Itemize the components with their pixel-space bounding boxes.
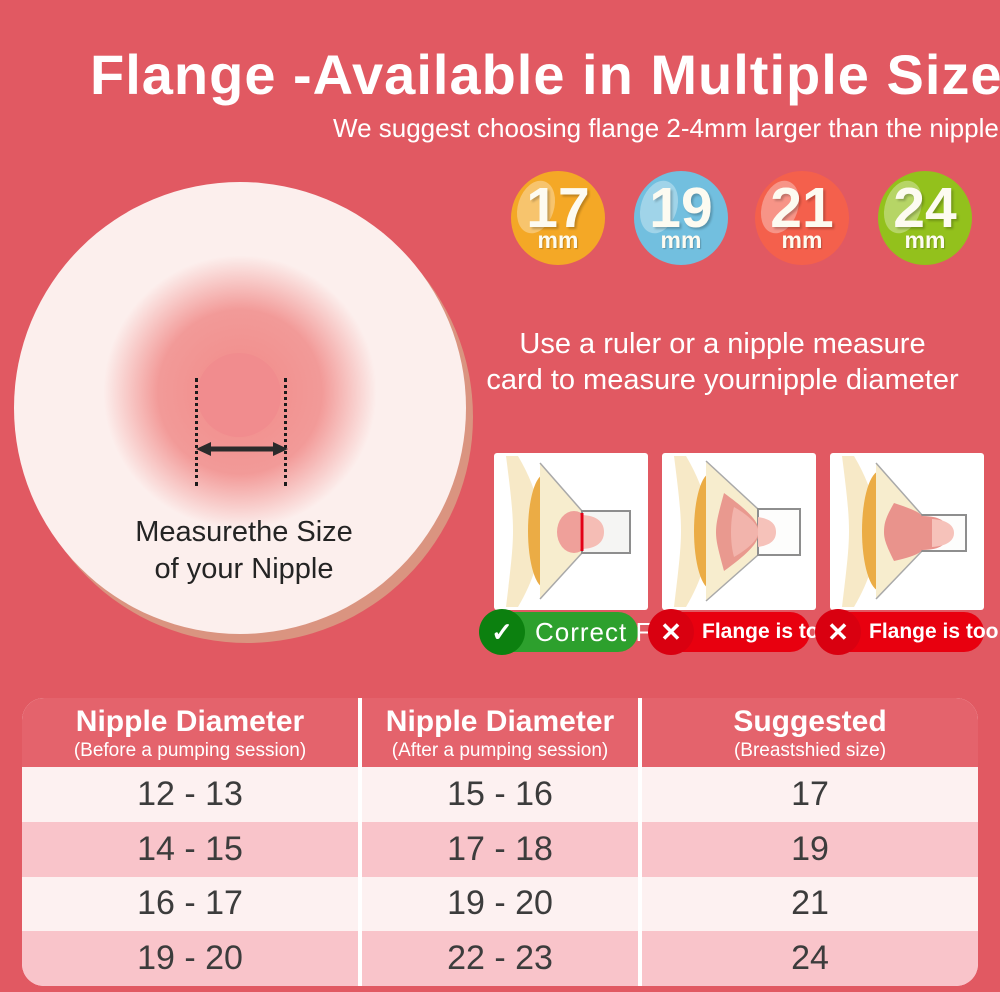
table-cell: 19 - 20 <box>362 876 642 932</box>
size-table-body: 12 - 13 15 - 16 17 14 - 15 17 - 18 19 16… <box>22 767 978 986</box>
fit-panel-too-big <box>662 453 816 610</box>
instruction-line1: Use a ruler or a nipple measure <box>519 328 926 360</box>
instruction-text: Use a ruler or a nipple measure card to … <box>455 326 990 398</box>
measure-caption: Measurethe Size of your Nipple <box>54 514 434 588</box>
measure-guide-left <box>195 378 198 486</box>
fit-badge-correct: ✓ Correct Fit <box>479 609 666 655</box>
table-cell: 17 <box>791 774 829 813</box>
table-header-cell-suggested: Suggested (Breastshied size) <box>642 698 978 767</box>
size-badge-24mm: 24 mm <box>878 171 972 265</box>
table-row: 14 - 15 17 - 18 19 <box>22 821 978 877</box>
size-table: Nipple Diameter (Before a pumping sessio… <box>22 698 978 986</box>
size-badge-unit: mm <box>904 227 946 254</box>
size-badge-value: 17 <box>526 175 590 240</box>
measure-guide-right <box>284 378 287 486</box>
flange-too-small-illustration <box>842 456 967 607</box>
size-badge-17mm: 17 mm <box>511 171 605 265</box>
table-cell: 15 - 16 <box>362 767 642 822</box>
fit-label: Correct Fit <box>535 616 668 647</box>
check-icon: ✓ <box>479 609 525 655</box>
fit-badge-too-big: ✕ Flange is too big <box>648 609 869 655</box>
measure-caption-line1: Measurethe Size <box>135 516 353 548</box>
measure-caption-line2: of your Nipple <box>154 553 334 585</box>
size-badge-value: 19 <box>649 175 713 240</box>
table-header-cell-after: Nipple Diameter (After a pumping session… <box>362 698 642 767</box>
header-subtitle: (Before a pumping session) <box>73 739 307 761</box>
header-title: Nipple Diameter <box>385 704 615 738</box>
table-cell: 14 - 15 <box>22 821 362 877</box>
instruction-line2: card to measure yournipple diameter <box>486 364 959 396</box>
size-badge-unit: mm <box>781 227 823 254</box>
size-table-header: Nipple Diameter (Before a pumping sessio… <box>22 698 978 767</box>
page-subtitle: We suggest choosing flange 2-4mm larger … <box>333 113 999 143</box>
table-cell: 19 <box>791 829 829 868</box>
table-cell: 22 - 23 <box>362 931 642 986</box>
table-cell: 21 <box>791 884 829 923</box>
header-title: Suggested <box>733 704 887 738</box>
table-cell: 17 - 18 <box>362 821 642 877</box>
table-cell: 16 - 17 <box>22 876 362 932</box>
table-row: 12 - 13 15 - 16 17 <box>22 767 978 822</box>
x-icon: ✕ <box>815 609 861 655</box>
fit-label: Flange is too Small <box>869 620 1000 643</box>
size-badge-21mm: 21 mm <box>755 171 849 265</box>
header-title: Nipple Diameter <box>75 704 305 738</box>
fit-badge-too-small: ✕ Flange is too Small <box>815 609 1000 655</box>
fit-panel-too-small <box>830 453 984 610</box>
header-subtitle: (After a pumping session) <box>391 739 609 761</box>
nipple-circle <box>197 353 281 437</box>
page-title: Flange -Available in Multiple Size <box>90 43 1000 106</box>
table-row: 19 - 20 22 - 23 24 <box>22 931 978 986</box>
breast-diagram: Measurethe Size of your Nipple <box>14 182 466 634</box>
table-cell: 12 - 13 <box>22 767 362 822</box>
measure-arrow-icon <box>196 440 288 463</box>
flange-correct-fit-illustration <box>506 456 631 607</box>
size-badge-value: 24 <box>893 175 957 240</box>
x-icon: ✕ <box>648 609 694 655</box>
size-badge-19mm: 19 mm <box>634 171 728 265</box>
size-badge-unit: mm <box>660 227 702 254</box>
table-header-cell-before: Nipple Diameter (Before a pumping sessio… <box>22 698 362 767</box>
table-cell: 24 <box>791 939 829 978</box>
fit-panel-correct <box>494 453 648 610</box>
table-cell: 19 - 20 <box>22 931 362 986</box>
flange-too-big-illustration <box>674 456 801 607</box>
table-row: 16 - 17 19 - 20 21 <box>22 876 978 932</box>
size-badge-unit: mm <box>537 227 579 254</box>
header-subtitle: (Breastshied size) <box>733 739 887 761</box>
size-badge-value: 21 <box>770 175 834 240</box>
